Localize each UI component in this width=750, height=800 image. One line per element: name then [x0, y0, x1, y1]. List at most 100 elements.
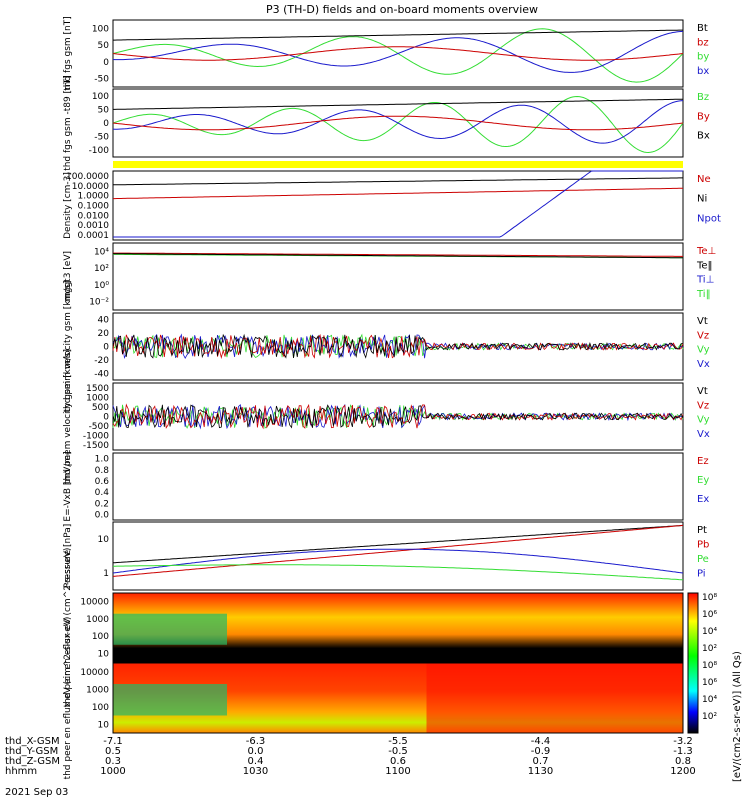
- y-tick-label: 0.0: [95, 510, 110, 520]
- x-axis-value: 1100: [385, 766, 410, 777]
- x-axis-value: 1200: [670, 766, 695, 777]
- panel-efield: E=-VxB [mV/m] 1.00.80.60.40.20.0 Ez Ey Ex: [63, 451, 709, 521]
- y-tick-label: 0.8: [95, 466, 110, 476]
- y-tick-label: 500: [92, 403, 109, 413]
- y-tick-label: 20: [98, 329, 110, 339]
- panel-frame: [112, 242, 684, 311]
- legend-entry: Vt: [697, 316, 708, 327]
- y-tick-label: 100: [92, 24, 109, 34]
- series-line: [113, 29, 683, 41]
- y-tick-label: 1000: [86, 615, 109, 625]
- series-line: [112, 100, 684, 144]
- panel-frame: [112, 170, 684, 241]
- y-tick-label: 10⁴: [94, 247, 109, 257]
- panel-ylabel: Pressure [nPa]: [63, 524, 73, 589]
- legend-entry: Ez: [697, 456, 709, 467]
- y-tick-label: 10: [98, 535, 110, 545]
- legend-entry: Ni: [697, 194, 707, 205]
- y-tick-label: 0: [103, 413, 109, 423]
- x-axis-value: -7.1: [103, 736, 123, 747]
- y-tick-label: 0.4: [95, 488, 110, 498]
- x-axis-value: 0.6: [390, 756, 406, 767]
- panel-ylabel: thd peir en eflux eV (cm^2-s-sr-eV): [63, 548, 73, 708]
- y-tick-label: 10²: [94, 264, 109, 274]
- legend-entry: By: [697, 111, 710, 122]
- panel-ylabel: thd peem velocity gsm [km/s]: [63, 349, 73, 484]
- legend-entry: Pe: [697, 554, 709, 565]
- legend-entry: by: [697, 52, 709, 63]
- legend-entry: Vz: [697, 400, 709, 411]
- x-axis-value: 1030: [243, 766, 268, 777]
- data-gap-bar: [113, 161, 683, 168]
- y-tick-label: 50: [98, 41, 110, 51]
- x-axis-value: -0.9: [531, 746, 551, 757]
- legend-entry: Pt: [697, 525, 707, 536]
- x-axis-value: -1.3: [673, 746, 693, 757]
- legend-entry: Ey: [697, 475, 709, 486]
- spectrogram-region: [113, 613, 227, 645]
- colorbar-tick: 10⁴: [702, 627, 717, 637]
- y-tick-label: 50: [98, 105, 110, 115]
- panel-ylabel: Density [cm-3]: [63, 172, 73, 239]
- panel-frame: [112, 662, 684, 734]
- x-axis: thd_X-GSM -7.1 -6.3 -5.5 -4.4 -3.2 thd_Y-GSM 0.…: [5, 736, 696, 777]
- y-tick-label: 0.1000: [78, 202, 110, 212]
- legend-entry: Te⊥: [696, 246, 716, 257]
- panel-ylabel: thd fgs gsm [nT]: [63, 16, 73, 91]
- panel-frame: [112, 521, 684, 591]
- panel-fgs-gsm-t89: thd fgs gsm -t89 [nT] 100 50 0 -50 -100 Bz By Bx: [63, 75, 710, 171]
- y-tick-label: 10000: [80, 668, 109, 678]
- x-axis-value: 0.5: [105, 746, 121, 757]
- colorbar-tick: 10⁶: [702, 610, 717, 620]
- series-line: [113, 170, 683, 238]
- panel-ylabel: thd peer en eflux eV (cm^2-s-sr-eV): [63, 617, 73, 780]
- colorbar-tick: 10²: [702, 644, 717, 654]
- y-tick-label: -1000: [83, 432, 109, 442]
- panel-pressure: Pressure [nPa] 10 1 Pt Pb Pe Pi: [63, 521, 709, 591]
- panel-ylabel: thd peim velocity gsm [km/s]: [63, 281, 73, 413]
- panel-ylabel: E=-VxB [mV/m]: [63, 451, 73, 521]
- x-axis-value: -0.5: [388, 746, 408, 757]
- panel-peer-spec: thd peer en eflux eV (cm^2-s-sr-eV) 10000…: [63, 617, 684, 780]
- x-axis-value: -4.4: [531, 736, 551, 747]
- x-axis-value: 0.3: [105, 756, 121, 767]
- panel-fgs-gsm: thd fgs gsm [nT] 100 50 0 -50 Bt bz by bx: [63, 16, 709, 91]
- x-axis-value: 0.7: [533, 756, 549, 767]
- colorbar-strip: [687, 592, 699, 734]
- legend-entry: Vx: [697, 359, 710, 370]
- y-tick-label: 100: [92, 632, 109, 642]
- y-tick-label: 0.0010: [78, 221, 110, 231]
- x-axis-row-label: thd_Z-GSM: [5, 756, 60, 767]
- legend-entry: Vy: [697, 415, 710, 426]
- colorbar-tick: 10⁸: [702, 593, 717, 603]
- colorbar-tick: 10⁸: [702, 661, 717, 671]
- y-tick-label: -20: [94, 356, 109, 366]
- legend-entry: Vz: [697, 330, 709, 341]
- y-tick-label: 0: [103, 119, 109, 129]
- y-tick-label: 0.6: [95, 477, 110, 487]
- series-line: [113, 252, 683, 257]
- y-tick-label: -1500: [83, 441, 109, 451]
- y-tick-label: -50: [94, 75, 109, 85]
- series-line: [112, 115, 684, 131]
- y-tick-label: 100: [92, 703, 109, 713]
- legend-entry: Pb: [697, 540, 709, 551]
- series-line: [112, 333, 684, 359]
- y-tick-label: 100.0000: [66, 172, 109, 182]
- panel-peem-velocity: thd peem velocity gsm [km/s] 150010005000…: [63, 349, 710, 484]
- panel-peir-spec: thd peir en eflux eV (cm^2-s-sr-eV) 10000…: [63, 548, 684, 708]
- colorbar: 10⁸ 10⁶ 10⁴ 10² 10⁸ 10⁶ 10⁴ 10²: [687, 592, 717, 734]
- y-tick-label: 10: [98, 720, 110, 730]
- x-axis-value: -5.5: [388, 736, 408, 747]
- series-line: [113, 564, 684, 581]
- x-axis-value: 1000: [100, 766, 125, 777]
- legend-entry: Pi: [697, 569, 706, 580]
- y-tick-label: 1000: [86, 393, 109, 403]
- series-line: [112, 404, 684, 429]
- y-tick-label: 0: [103, 58, 109, 68]
- series-line: [112, 548, 684, 574]
- panel-density: Density [cm-3]100.000010.00001.00000.100…: [63, 170, 721, 241]
- legend-entry: Bx: [697, 131, 710, 142]
- legend-entry: Vx: [697, 429, 710, 440]
